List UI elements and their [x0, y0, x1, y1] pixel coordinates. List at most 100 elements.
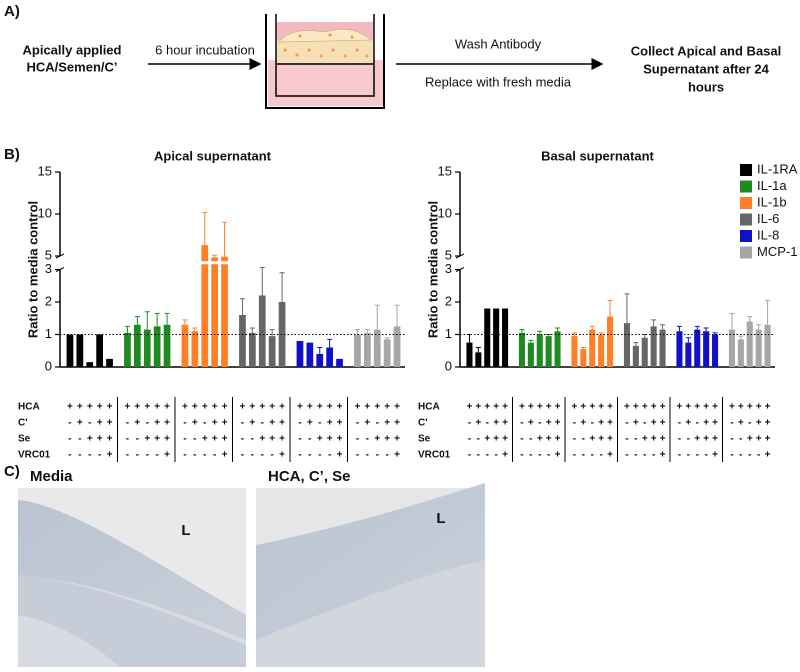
condition-symbol: + [589, 434, 595, 445]
condition-symbol: + [756, 418, 762, 429]
condition-symbol: - [146, 450, 149, 461]
condition-symbol: - [678, 434, 681, 445]
condition-symbol: + [685, 418, 691, 429]
condition-symbol: + [493, 434, 499, 445]
condition-label: HCA [18, 402, 40, 413]
condition-symbol: - [136, 434, 139, 445]
output-text: Collect Apical and Basal [631, 43, 782, 58]
condition-symbol: - [625, 434, 628, 445]
condition-symbol: + [607, 434, 613, 445]
condition-label: C' [418, 418, 428, 429]
condition-symbol: + [738, 402, 744, 413]
condition-symbol: - [88, 450, 91, 461]
condition-symbol: - [126, 418, 129, 429]
condition-symbol: + [607, 402, 613, 413]
y-tick-label: 0 [45, 358, 52, 373]
condition-symbol: + [589, 402, 595, 413]
condition-symbol: + [738, 418, 744, 429]
bar [676, 331, 683, 367]
bar [393, 326, 401, 367]
condition-symbol: - [376, 418, 379, 429]
condition-symbol: - [538, 418, 541, 429]
condition-symbol: + [355, 402, 361, 413]
condition-symbol: - [203, 450, 206, 461]
condition-symbol: - [625, 450, 628, 461]
condition-symbol: + [660, 418, 666, 429]
bar [703, 331, 710, 367]
y-tick-label: 5 [445, 247, 452, 262]
condition-symbol: - [193, 450, 196, 461]
legend-swatch [740, 246, 752, 259]
lumen-label: L [181, 522, 190, 539]
condition-symbol: - [547, 450, 550, 461]
step-text: Replace with fresh media [425, 74, 572, 89]
condition-symbol: + [134, 418, 140, 429]
condition-symbol: + [484, 402, 490, 413]
legend-swatch [740, 197, 752, 209]
condition-symbol: - [538, 450, 541, 461]
lumen-label: L [436, 510, 445, 527]
condition-symbol: - [468, 434, 471, 445]
condition-symbol: - [696, 450, 699, 461]
bar [746, 321, 753, 367]
condition-symbol: - [730, 450, 733, 461]
condition-symbol: + [144, 402, 150, 413]
condition-symbol: - [270, 450, 273, 461]
condition-symbol: + [269, 402, 275, 413]
condition-symbol: + [694, 402, 700, 413]
bar [201, 245, 209, 367]
condition-symbol: + [374, 402, 380, 413]
condition-symbol: + [607, 418, 613, 429]
condition-symbol: + [192, 418, 198, 429]
legend-swatch [740, 213, 752, 226]
condition-symbol: + [222, 434, 228, 445]
condition-symbol: - [308, 450, 311, 461]
condition-symbol: - [730, 434, 733, 445]
bar [336, 358, 343, 367]
condition-symbol: + [182, 402, 188, 413]
condition-symbol: - [582, 434, 585, 445]
condition-symbol: + [279, 418, 285, 429]
condition-symbol: - [643, 418, 646, 429]
condition-symbol: + [712, 402, 718, 413]
condition-symbol: + [327, 402, 333, 413]
condition-symbol: - [308, 434, 311, 445]
condition-symbol: + [677, 402, 683, 413]
bar [191, 331, 199, 367]
condition-symbol: + [475, 418, 481, 429]
bar [306, 342, 314, 367]
condition-symbol: - [356, 450, 359, 461]
condition-symbol: + [87, 402, 93, 413]
condition-symbol: - [739, 450, 742, 461]
condition-symbol: + [97, 434, 103, 445]
condition-symbol: + [555, 450, 561, 461]
bar [607, 316, 614, 367]
bar [536, 334, 543, 367]
bar [694, 329, 701, 367]
bar [554, 331, 561, 367]
condition-symbol: - [634, 450, 637, 461]
chart-title: Basal supernatant [541, 148, 654, 163]
condition-symbol: - [678, 418, 681, 429]
legend-label: IL-1b [757, 194, 787, 209]
condition-symbol: + [249, 418, 255, 429]
legend-label: MCP-1 [757, 244, 797, 259]
condition-symbol: + [555, 434, 561, 445]
bar [623, 323, 630, 367]
bar [659, 329, 666, 367]
condition-symbol: + [164, 402, 170, 413]
condition-symbol: - [78, 450, 81, 461]
condition-symbol: - [704, 450, 707, 461]
condition-symbol: + [77, 402, 83, 413]
bar [598, 334, 605, 367]
condition-symbol: + [703, 402, 709, 413]
condition-symbol: + [164, 434, 170, 445]
condition-symbol: - [183, 434, 186, 445]
condition-symbol: - [366, 450, 369, 461]
condition-symbol: - [730, 418, 733, 429]
bar [632, 345, 639, 367]
condition-symbol: + [154, 418, 160, 429]
condition-symbol: + [712, 450, 718, 461]
bar [685, 342, 692, 367]
condition-symbol: + [77, 418, 83, 429]
